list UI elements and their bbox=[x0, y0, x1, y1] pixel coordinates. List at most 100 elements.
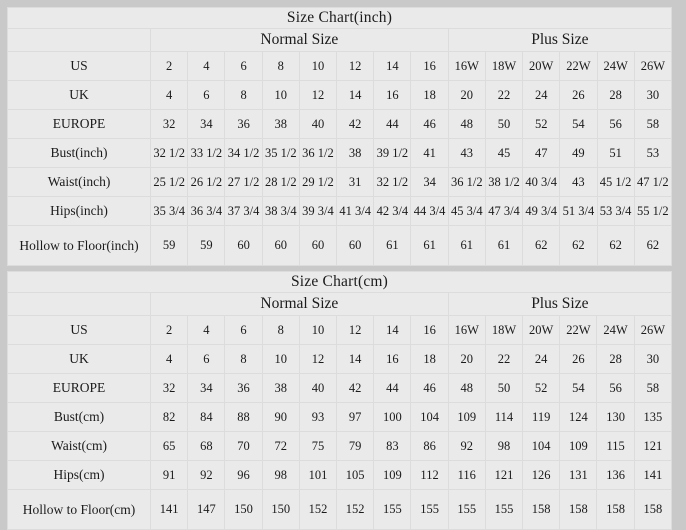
table-cell: 14 bbox=[373, 51, 412, 81]
table-cell: 56 bbox=[596, 109, 635, 139]
table-row: Waist(cm) 65 68 70 72 75 79 83 86 92 98 104 109 115 12… bbox=[6, 431, 673, 461]
table-cell: 141 bbox=[150, 489, 189, 530]
row-label-uk: UK bbox=[6, 344, 152, 374]
table-cell: 65 bbox=[150, 431, 189, 461]
table-cell: 121 bbox=[484, 460, 524, 490]
table-cell: 45 1/2 bbox=[596, 167, 635, 197]
table-cell: 4 bbox=[150, 344, 189, 374]
table-cell: 16 bbox=[410, 315, 449, 345]
table-row: Waist(inch) 25 1/2 26 1/2 27 1/2 28 1/2 29 1/… bbox=[6, 167, 673, 197]
table-row: Bust(cm) 82 84 88 90 93 97 100 104 109 114 119 124 13… bbox=[6, 402, 673, 432]
row-label-uk: UK bbox=[6, 80, 152, 110]
group-header-plus-size: Plus Size bbox=[447, 28, 673, 52]
table-cell: 155 bbox=[373, 489, 412, 530]
table-cell: 155 bbox=[447, 489, 486, 530]
table-cell: 62 bbox=[596, 225, 635, 266]
table-cell: 51 3/4 bbox=[559, 196, 598, 226]
table-cell: 36 bbox=[224, 109, 263, 139]
row-label-bustinch: Bust(inch) bbox=[6, 138, 152, 168]
table-cell: 61 bbox=[484, 225, 524, 266]
table-cell: 38 bbox=[336, 138, 375, 168]
table-cell: 109 bbox=[447, 402, 486, 432]
table-cell: 14 bbox=[373, 315, 412, 345]
table-cell: 52 bbox=[522, 373, 561, 403]
table-cell: 47 bbox=[522, 138, 561, 168]
table-cell: 136 bbox=[596, 460, 635, 490]
table-cell: 68 bbox=[187, 431, 226, 461]
table-cell: 84 bbox=[187, 402, 226, 432]
table-cell: 37 3/4 bbox=[224, 196, 263, 226]
table-cell: 158 bbox=[633, 489, 673, 530]
table-cell: 29 1/2 bbox=[298, 167, 338, 197]
table-cell: 16W bbox=[447, 51, 486, 81]
table-cell: 104 bbox=[522, 431, 561, 461]
table-cell: 30 bbox=[633, 344, 673, 374]
table-cell: 20W bbox=[522, 51, 561, 81]
table-cell: 26W bbox=[633, 315, 673, 345]
table-cell: 30 bbox=[633, 80, 673, 110]
table-cell: 10 bbox=[261, 344, 300, 374]
table-cell: 20W bbox=[522, 315, 561, 345]
row-label-hipsinch: Hips(inch) bbox=[6, 196, 152, 226]
table-cell: 79 bbox=[336, 431, 375, 461]
row-label-bustcm: Bust(cm) bbox=[6, 402, 152, 432]
table-cell: 18 bbox=[410, 344, 449, 374]
title-row: Size Chart(cm) bbox=[7, 271, 672, 293]
table-cell: 61 bbox=[373, 225, 412, 266]
size-chart-table-size-chart-cm: Size Chart(cm) Normal Size Plus Size US 2 4 6 8… bbox=[6, 271, 673, 530]
table-cell: 62 bbox=[522, 225, 561, 266]
table-cell: 98 bbox=[484, 431, 524, 461]
table-cell: 12 bbox=[298, 344, 338, 374]
table-cell: 6 bbox=[187, 80, 226, 110]
table-row: Hollow to Floor(cm) 141 147 150 150 152 152 155… bbox=[6, 489, 673, 530]
table-cell: 115 bbox=[596, 431, 635, 461]
table-cell: 20 bbox=[447, 344, 486, 374]
table-cell: 86 bbox=[410, 431, 449, 461]
table-cell: 22W bbox=[559, 315, 598, 345]
table-cell: 61 bbox=[410, 225, 449, 266]
table-cell: 26 bbox=[559, 344, 598, 374]
table-cell: 54 bbox=[559, 109, 598, 139]
table-cell: 43 bbox=[447, 138, 486, 168]
table-row: UK 4 6 8 10 12 14 16 18 20 22 24 26 28 30 bbox=[6, 80, 673, 110]
table-cell: 104 bbox=[410, 402, 449, 432]
table-cell: 150 bbox=[224, 489, 263, 530]
table-cell: 4 bbox=[150, 80, 189, 110]
table-cell: 18W bbox=[484, 51, 524, 81]
table-cell: 47 1/2 bbox=[633, 167, 673, 197]
table-cell: 105 bbox=[336, 460, 375, 490]
table-cell: 60 bbox=[336, 225, 375, 266]
table-cell: 34 bbox=[187, 109, 226, 139]
table-cell: 32 1/2 bbox=[150, 138, 189, 168]
group-header-plus-size: Plus Size bbox=[447, 292, 673, 316]
table-cell: 44 3/4 bbox=[410, 196, 449, 226]
table-cell: 60 bbox=[224, 225, 263, 266]
table-cell: 12 bbox=[336, 51, 375, 81]
table-cell: 147 bbox=[187, 489, 226, 530]
table-cell: 18W bbox=[484, 315, 524, 345]
table-cell: 6 bbox=[224, 315, 263, 345]
table-cell: 28 1/2 bbox=[261, 167, 300, 197]
table-cell: 6 bbox=[187, 344, 226, 374]
table-cell: 47 3/4 bbox=[484, 196, 524, 226]
table-cell: 32 1/2 bbox=[373, 167, 412, 197]
table-cell: 22W bbox=[559, 51, 598, 81]
table-cell: 38 bbox=[261, 109, 300, 139]
table-cell: 53 bbox=[633, 138, 673, 168]
table-cell: 8 bbox=[224, 80, 263, 110]
table-cell: 50 bbox=[484, 373, 524, 403]
table-row: Hips(cm) 91 92 96 98 101 105 109 112 116 121 126 131… bbox=[6, 460, 673, 490]
table-cell: 130 bbox=[596, 402, 635, 432]
table-cell: 26 bbox=[559, 80, 598, 110]
table-cell: 155 bbox=[484, 489, 524, 530]
table-cell: 100 bbox=[373, 402, 412, 432]
table-cell: 62 bbox=[633, 225, 673, 266]
table-cell: 35 1/2 bbox=[261, 138, 300, 168]
table-cell: 41 bbox=[410, 138, 449, 168]
group-header-row: Normal Size Plus Size bbox=[6, 28, 673, 52]
table-cell: 46 bbox=[410, 373, 449, 403]
table-cell: 83 bbox=[373, 431, 412, 461]
table-cell: 12 bbox=[336, 315, 375, 345]
table-cell: 8 bbox=[261, 315, 300, 345]
